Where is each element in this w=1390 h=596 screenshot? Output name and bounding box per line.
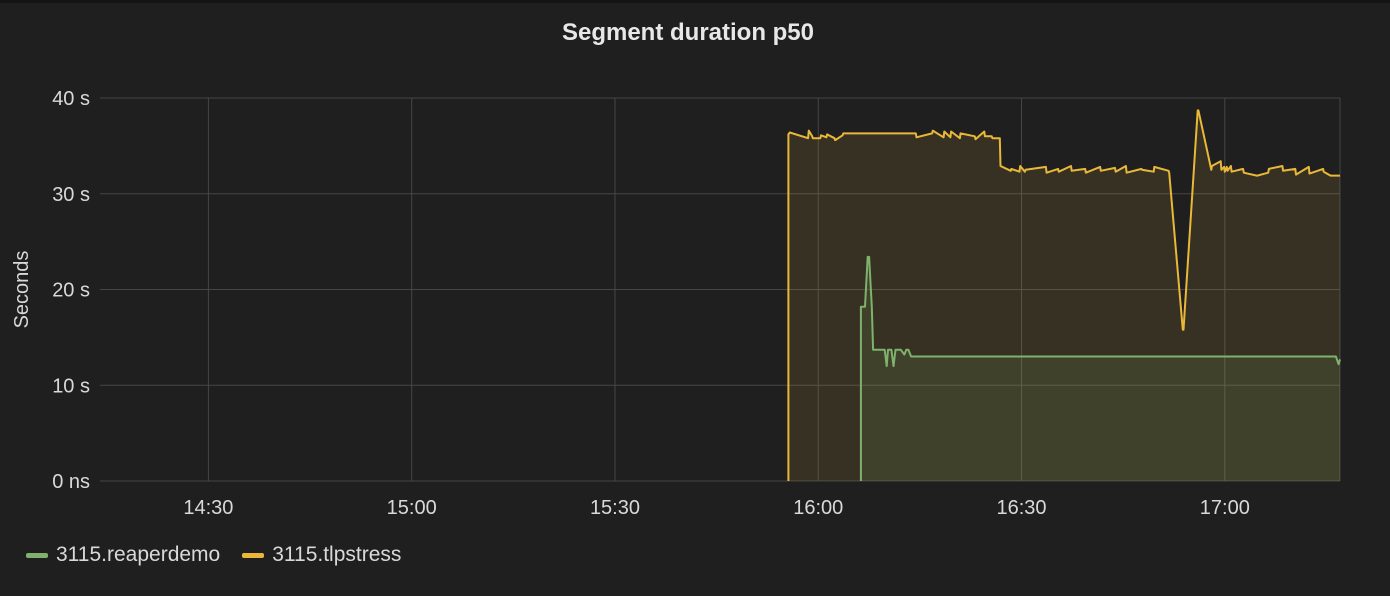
x-tick-label: 15:00: [387, 497, 437, 519]
legend-label: 3115.tlpstress: [272, 543, 402, 566]
y-tick-label: 30 s: [52, 184, 90, 206]
legend-item[interactable]: 3115.reaperdemo: [26, 543, 220, 567]
legend-item[interactable]: 3115.tlpstress: [242, 543, 401, 567]
panel-title: Segment duration p50: [561, 19, 815, 46]
y-tick-label: 20 s: [52, 280, 90, 302]
legend-swatch: [26, 552, 48, 558]
legend-label: 3115.reaperdemo: [56, 543, 221, 566]
x-tick-label: 14:30: [183, 497, 233, 519]
series-area-3115.tlpstress: [788, 110, 1340, 482]
legend: 3115.reaperdemo 3115.tlpstress: [26, 543, 401, 567]
series-line-3115.reaperdemo: [859, 255, 1341, 481]
series-area-3115.reaperdemo: [860, 256, 1340, 481]
x-tick-label: 16:30: [996, 497, 1046, 519]
x-tick-label: 17:00: [1200, 497, 1250, 519]
y-tick-label: 40 s: [52, 88, 90, 110]
y-tick-label: 10 s: [52, 375, 90, 397]
y-tick-label: 0 ns: [52, 471, 90, 493]
chart-canvas: 0 ns 10 s 20 s 30 s 40 s 14:30 15:00 15:30 16:00…: [11, 88, 1341, 519]
legend-swatch: [242, 552, 265, 558]
x-tick-label: 15:30: [590, 497, 640, 519]
series-line-3115.tlpstress: [787, 109, 1340, 481]
x-tick-label: 16:00: [793, 497, 843, 519]
y-axis-label: Seconds: [11, 251, 33, 329]
